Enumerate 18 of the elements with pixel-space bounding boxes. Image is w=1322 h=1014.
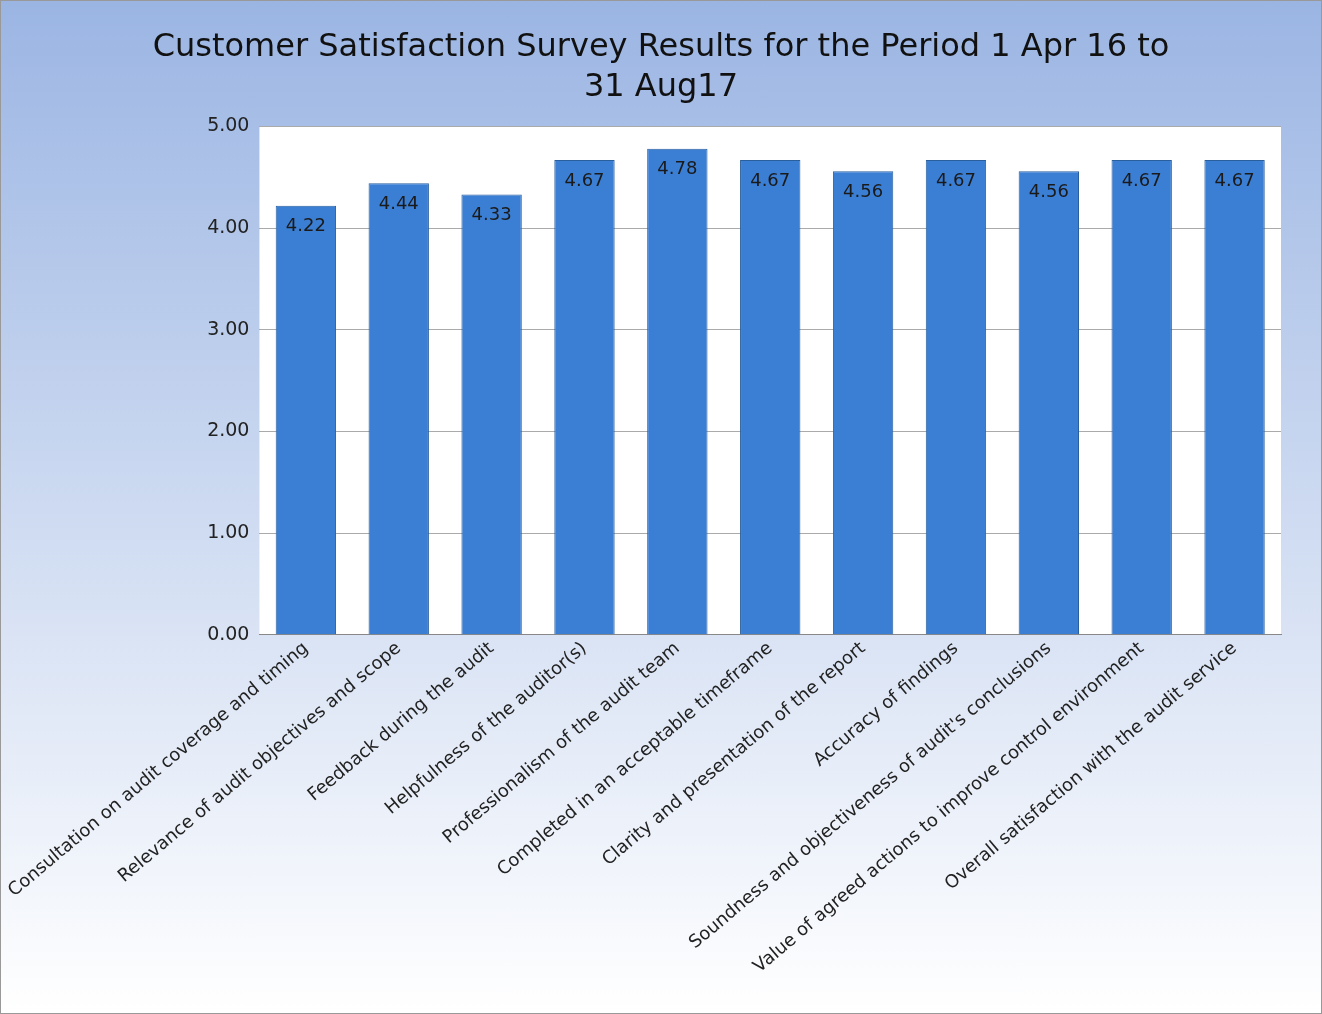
y-tick-label: 1.00	[207, 520, 250, 543]
data-label: 4.67	[1214, 168, 1255, 190]
data-label: 4.67	[750, 168, 791, 190]
y-tick-label: 3.00	[207, 316, 250, 339]
data-label: 4.67	[1121, 168, 1162, 190]
data-label: 4.67	[935, 168, 976, 190]
data-label: 4.78	[657, 157, 698, 179]
data-label: 4.33	[471, 203, 512, 225]
data-label: 4.56	[843, 179, 884, 201]
y-tick-label: 4.00	[207, 215, 250, 238]
data-label: 4.44	[378, 192, 419, 214]
data-label: 4.67	[564, 168, 605, 190]
data-label: 4.22	[285, 214, 326, 236]
chart-title: Customer Satisfaction Survey Results for the Period 1 Apr 16 to 31 Aug17	[151, 25, 1171, 105]
data-label: 4.56	[1028, 179, 1069, 201]
y-tick-label: 5.00	[207, 113, 250, 136]
y-tick-label: 2.00	[207, 418, 250, 441]
y-tick-label: 0.00	[207, 621, 250, 644]
